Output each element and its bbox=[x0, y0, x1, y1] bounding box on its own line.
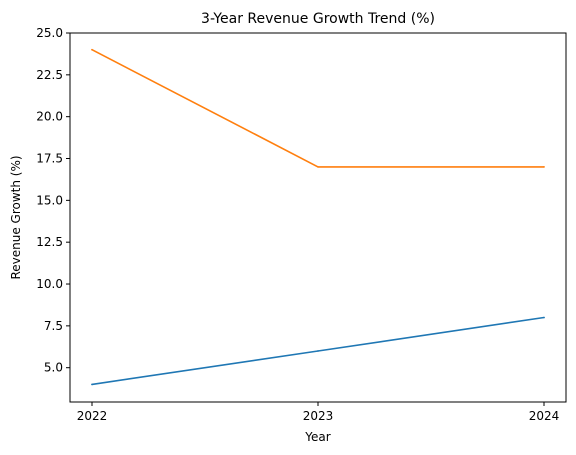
series-1-point bbox=[91, 383, 93, 386]
plot-area: 5.07.510.012.515.017.520.022.525.0 2022 2… bbox=[36, 26, 567, 423]
series-1-point bbox=[317, 350, 319, 352]
x-tick-label: 2023 bbox=[303, 409, 334, 423]
x-axis: 2022 2023 2024 bbox=[77, 402, 560, 423]
series-1-point bbox=[543, 316, 545, 319]
y-tick-label: 5.0 bbox=[44, 361, 63, 375]
x-tick-label: 2024 bbox=[529, 409, 560, 423]
series-2-point bbox=[317, 166, 319, 168]
y-tick-label: 22.5 bbox=[36, 68, 63, 82]
x-axis-label: Year bbox=[304, 430, 330, 444]
series-group bbox=[91, 48, 545, 386]
series-2-point bbox=[91, 48, 93, 51]
y-tick-label: 20.0 bbox=[36, 110, 63, 124]
y-axis-label: Revenue Growth (%) bbox=[9, 155, 23, 279]
y-tick-label: 15.0 bbox=[36, 193, 63, 207]
y-tick-label: 12.5 bbox=[36, 235, 63, 249]
y-axis: 5.0 7.5 10.0 12.5 15.0 17.5 20.0 22.5 25.0 bbox=[36, 26, 70, 375]
y-tick-label: 17.5 bbox=[36, 152, 63, 166]
y-tick-label: 25.0 bbox=[36, 26, 63, 40]
chart-title: 3-Year Revenue Growth Trend (%) bbox=[201, 11, 435, 27]
series-2-point bbox=[543, 166, 545, 168]
y-tick-label: 7.5 bbox=[44, 319, 63, 333]
x-tick-label: 2022 bbox=[77, 409, 108, 423]
y-tick-label: 10.0 bbox=[36, 277, 63, 291]
